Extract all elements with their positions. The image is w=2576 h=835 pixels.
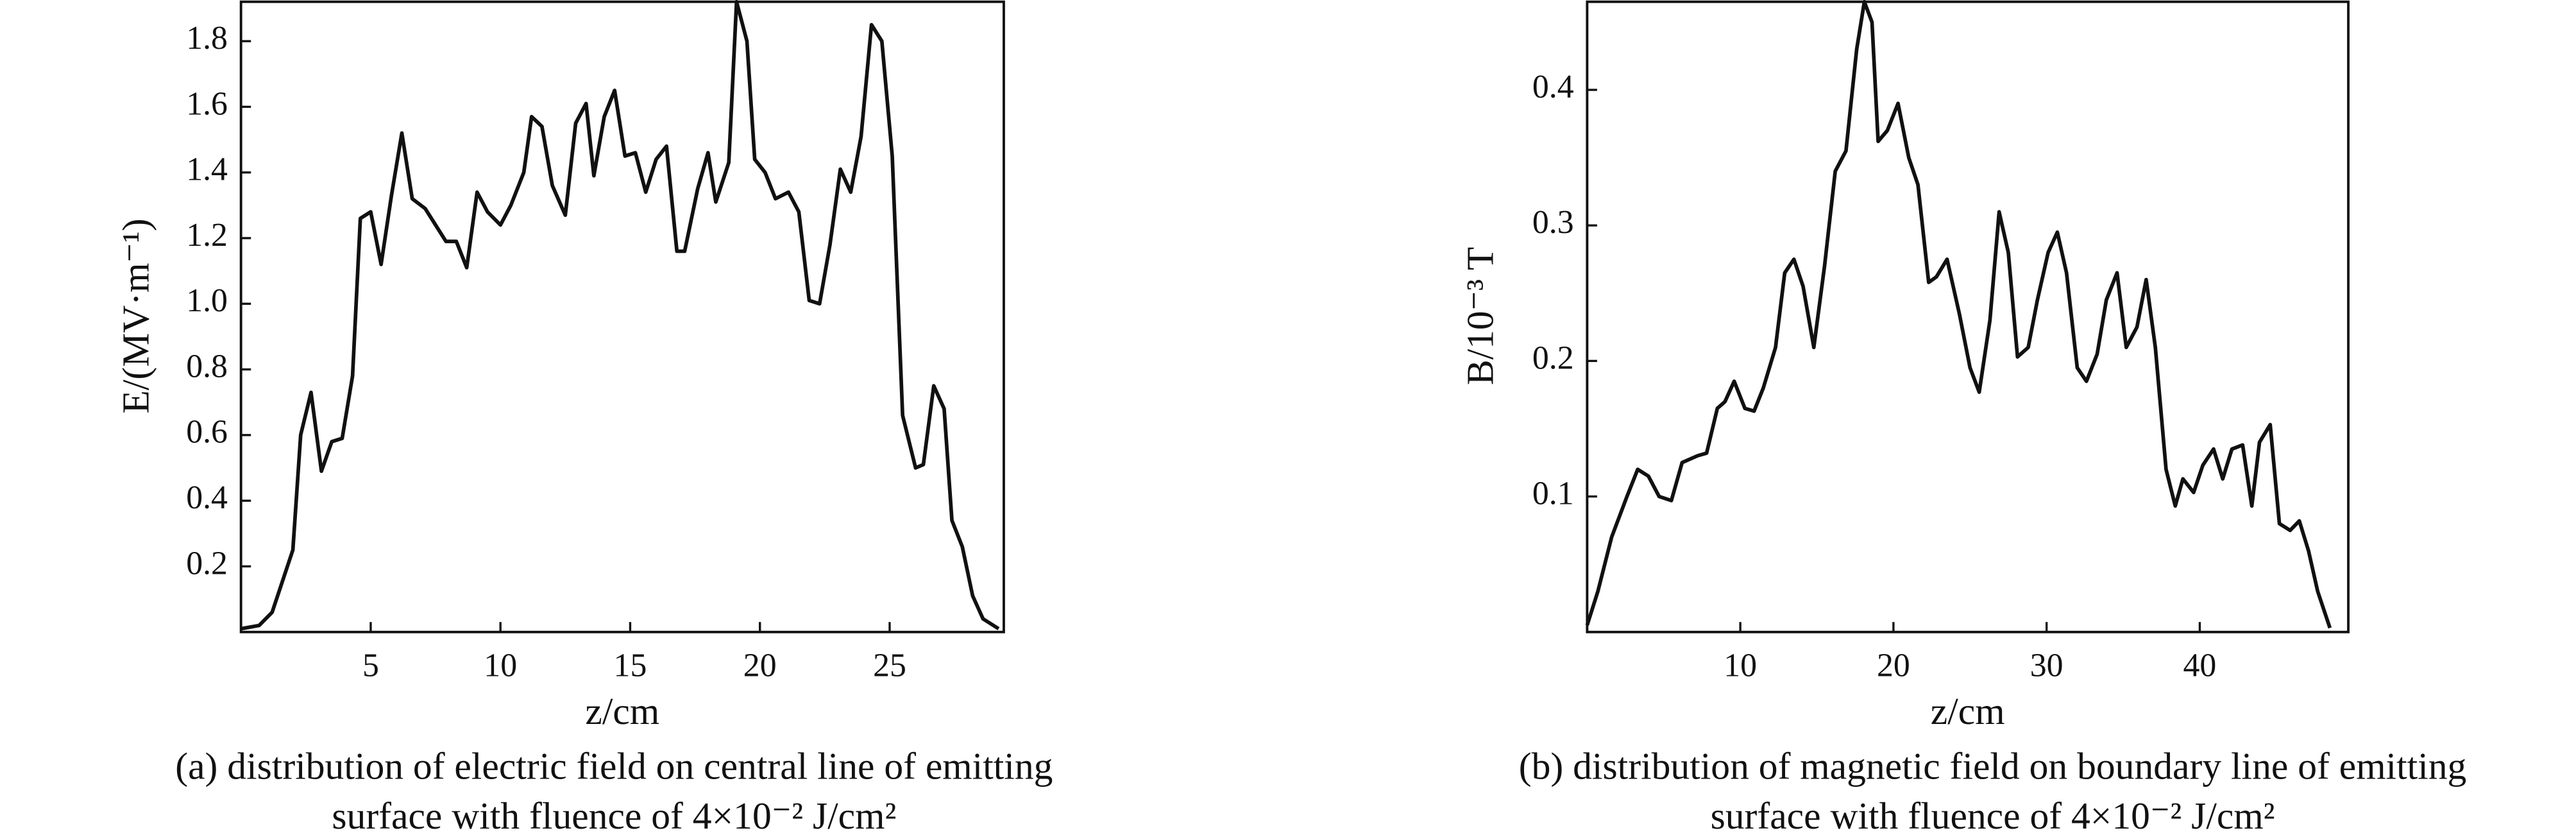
y-tick-label: 0.2: [186, 545, 228, 581]
y-tick-label: 1.2: [186, 217, 228, 254]
x-tick-label: 20: [1877, 648, 1910, 684]
data-line: [1585, 0, 2332, 629]
x-axis-label: z/cm: [1931, 690, 2005, 732]
y-tick-label: 1.6: [186, 85, 228, 122]
caption-line: surface with fluence of 4×10⁻² J/cm²: [332, 795, 896, 835]
plot-frame: [1586, 0, 2350, 633]
y-tick-label: 0.4: [186, 479, 228, 516]
plot-frame: [239, 0, 1005, 633]
y-axis-label: B/10⁻³ T: [1459, 247, 1501, 385]
x-tick-label: 10: [1724, 648, 1757, 684]
x-tick-label: 40: [2183, 648, 2217, 684]
caption-line: (a) distribution of electric field on ce…: [175, 745, 1053, 787]
y-tick-label: 1.8: [186, 20, 228, 56]
y-tick-label: 0.1: [1532, 475, 1574, 512]
y-tick-label: 0.3: [1532, 204, 1574, 241]
caption-line: (b) distribution of magnetic field on bo…: [1519, 745, 2467, 787]
x-tick-label: 25: [873, 648, 906, 684]
y-tick-label: 1.4: [186, 151, 228, 188]
x-tick-label: 20: [743, 648, 777, 684]
y-tick-label: 0.6: [186, 414, 228, 451]
data-line: [241, 0, 1000, 631]
y-axis-label: E/(MV·m⁻¹): [114, 218, 157, 413]
x-axis-label: z/cm: [585, 690, 659, 732]
y-tick-label: 0.4: [1532, 69, 1574, 105]
x-tick-label: 15: [614, 648, 647, 684]
x-tick-label: 30: [2030, 648, 2063, 684]
y-tick-label: 0.8: [186, 348, 228, 384]
x-tick-label: 10: [484, 648, 517, 684]
y-tick-label: 1.0: [186, 282, 228, 319]
y-tick-label: 0.2: [1532, 340, 1574, 376]
x-tick-label: 5: [362, 648, 379, 684]
caption-line: surface with fluence of 4×10⁻² J/cm²: [1711, 795, 2275, 835]
